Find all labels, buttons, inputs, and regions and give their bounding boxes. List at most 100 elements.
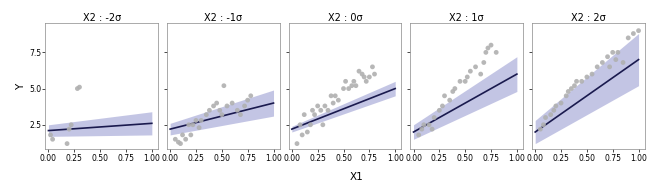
Point xyxy=(359,76,369,78)
Point xyxy=(191,119,201,122)
Point xyxy=(549,109,559,112)
Point xyxy=(214,109,225,112)
Point xyxy=(357,73,367,76)
Point xyxy=(64,128,75,130)
Point xyxy=(183,123,194,126)
Point xyxy=(483,47,493,50)
Point xyxy=(367,65,378,68)
Point xyxy=(597,61,608,64)
Point xyxy=(429,116,439,119)
Point xyxy=(618,61,629,64)
Point xyxy=(455,80,465,83)
Point xyxy=(295,123,305,126)
Point xyxy=(424,123,434,126)
Text: X1: X1 xyxy=(349,172,364,180)
Point xyxy=(603,55,613,58)
Point xyxy=(419,123,429,126)
Point xyxy=(628,32,638,35)
Point xyxy=(239,105,249,107)
Point xyxy=(173,141,183,144)
Point xyxy=(364,76,375,78)
Point xyxy=(479,61,489,64)
Point xyxy=(211,102,222,105)
Point xyxy=(246,94,256,97)
Point xyxy=(176,142,186,145)
Point xyxy=(486,44,496,47)
Point xyxy=(222,105,232,107)
Point xyxy=(185,134,196,136)
Point xyxy=(343,87,354,90)
Point xyxy=(333,99,343,102)
Point xyxy=(465,70,476,73)
Title: X2 : -1σ: X2 : -1σ xyxy=(204,13,242,23)
Point xyxy=(196,119,206,122)
Point xyxy=(235,113,246,116)
Point xyxy=(347,84,357,87)
Point xyxy=(623,36,633,39)
Point xyxy=(592,65,603,68)
Point xyxy=(561,94,572,97)
Point xyxy=(72,87,82,90)
Point xyxy=(328,102,338,105)
Point xyxy=(309,113,319,116)
Point xyxy=(302,130,312,133)
Point xyxy=(413,134,424,136)
Point xyxy=(216,113,227,116)
Point xyxy=(180,138,191,141)
Point xyxy=(572,80,582,83)
Point xyxy=(340,80,351,83)
Point xyxy=(361,80,371,83)
Point xyxy=(292,142,302,145)
Point xyxy=(613,51,623,54)
Point xyxy=(445,99,455,102)
Point xyxy=(417,128,427,130)
Point xyxy=(219,84,229,87)
Point xyxy=(448,90,458,93)
Point xyxy=(305,123,316,126)
Point xyxy=(535,128,546,130)
Point xyxy=(75,86,85,89)
Point xyxy=(427,128,437,130)
Point xyxy=(462,76,472,78)
Title: X2 : -2σ: X2 : -2σ xyxy=(82,13,121,23)
Point xyxy=(299,113,309,116)
Point xyxy=(338,87,349,90)
Point xyxy=(62,142,72,145)
Point xyxy=(570,84,580,87)
Point xyxy=(556,102,566,105)
Point xyxy=(194,126,204,129)
Point xyxy=(566,87,577,90)
Point xyxy=(439,94,450,97)
Point xyxy=(170,138,181,141)
Point xyxy=(45,134,56,136)
Point xyxy=(307,109,318,112)
Point xyxy=(582,76,592,78)
Point xyxy=(232,109,242,112)
Point xyxy=(349,80,359,83)
Point xyxy=(201,113,211,116)
Point xyxy=(587,73,597,76)
Point xyxy=(563,90,573,93)
Point xyxy=(354,70,364,73)
Point xyxy=(450,87,460,90)
Point xyxy=(326,94,336,97)
Point xyxy=(316,109,326,112)
Point xyxy=(437,105,448,107)
Point xyxy=(47,138,58,141)
Point xyxy=(491,51,502,54)
Point xyxy=(605,65,615,68)
Point xyxy=(608,51,618,54)
Point xyxy=(323,109,333,112)
Point xyxy=(204,109,214,112)
Point xyxy=(540,116,551,119)
Point xyxy=(538,123,549,126)
Point xyxy=(476,73,486,76)
Point xyxy=(351,84,361,87)
Point xyxy=(188,123,198,126)
Point xyxy=(209,105,219,107)
Point xyxy=(481,51,491,54)
Title: X2 : 2σ: X2 : 2σ xyxy=(571,13,606,23)
Point xyxy=(434,109,445,112)
Point xyxy=(470,65,481,68)
Point xyxy=(610,58,621,61)
